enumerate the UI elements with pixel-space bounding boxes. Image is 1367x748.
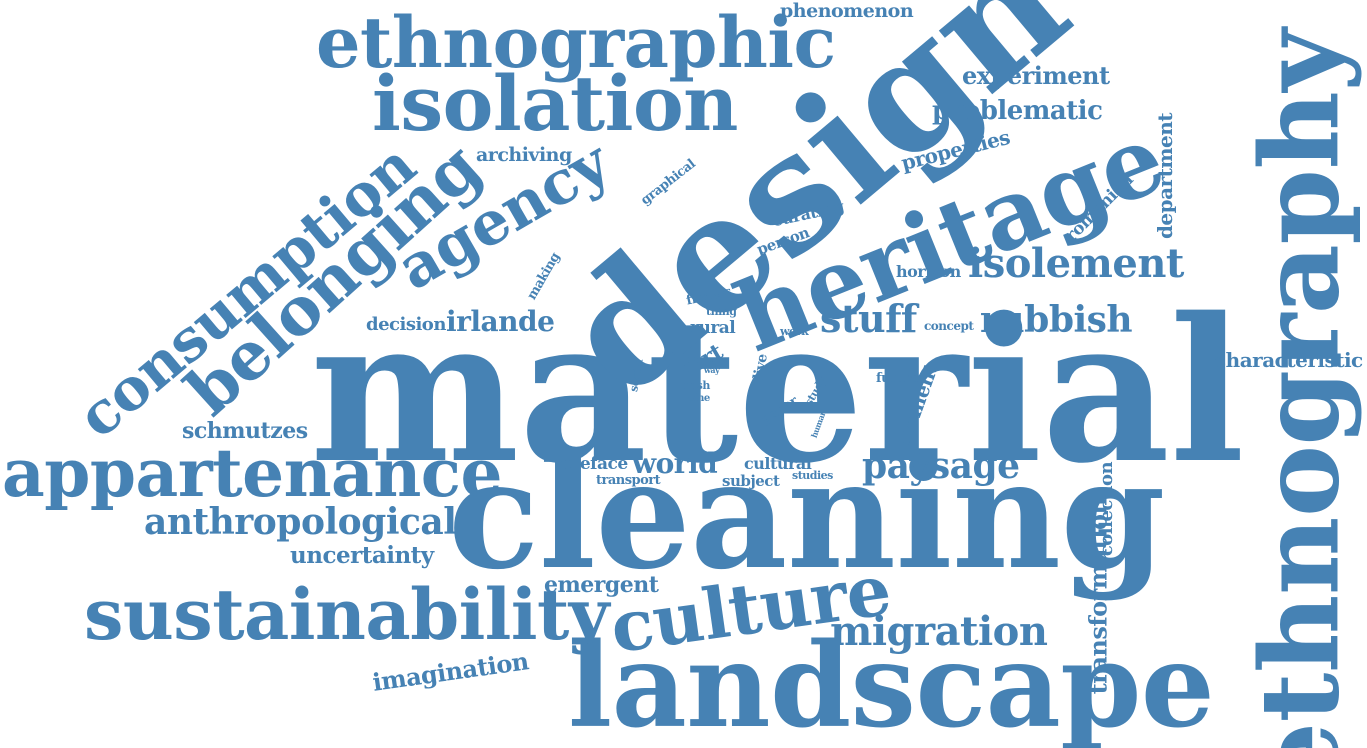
word-way: way: [704, 365, 720, 375]
word-sustainability: sustainability: [84, 573, 609, 656]
word-rubbish: rubbish: [980, 299, 1133, 341]
word-concept: concept: [924, 319, 974, 333]
word-work: work: [780, 325, 809, 338]
word-migration: migration: [830, 608, 1048, 655]
word-material: material: [310, 274, 1245, 507]
word-preface: preface: [560, 454, 628, 474]
word-appartenance: appartenance: [2, 434, 503, 512]
word-cultural: cultural: [744, 454, 812, 473]
word-paysage: paysage: [862, 445, 1020, 487]
word-irlande: irlande: [446, 305, 555, 338]
word-schmutzes: schmutzes: [182, 418, 308, 444]
word-ethnographic: ethnographic: [316, 1, 836, 84]
word-isolation: isolation: [372, 59, 738, 148]
word-phenomenon: phenomenon: [780, 0, 914, 22]
word-archiving: archiving: [476, 144, 572, 166]
word-irish: irish: [684, 379, 710, 392]
word-live: live: [750, 352, 771, 382]
word-rural: rural: [690, 318, 736, 338]
word-characteristic: characteristic: [1214, 348, 1363, 372]
word-department: department: [1153, 112, 1178, 240]
word-horizon: horizon: [896, 262, 961, 281]
word-collection: collection: [1096, 461, 1118, 557]
word-eine: eine: [688, 393, 710, 404]
word-world: world: [632, 447, 718, 480]
word-isolement: isolement: [968, 240, 1184, 287]
word-imagination: imagination: [370, 646, 531, 697]
word-studies: studies: [792, 469, 833, 482]
word-cleaning: cleaning: [448, 427, 1165, 603]
word-problematic: problematic: [932, 96, 1103, 126]
word-future: future: [876, 371, 919, 386]
word-stuff: stuff: [820, 296, 917, 341]
word-thing: thing: [706, 305, 737, 318]
word-anthropological: anthropological: [144, 501, 457, 543]
word-landscape: landscape: [568, 618, 1215, 748]
word-emergent: emergent: [544, 572, 659, 598]
word-decision: decision: [366, 314, 446, 335]
word-subject: subject: [722, 472, 780, 490]
word-transport: transport: [596, 473, 661, 488]
word-ethnography: ethnography: [1237, 29, 1364, 748]
word-experiment: experiment: [962, 61, 1110, 90]
word-uncertainty: uncertainty: [290, 542, 434, 569]
